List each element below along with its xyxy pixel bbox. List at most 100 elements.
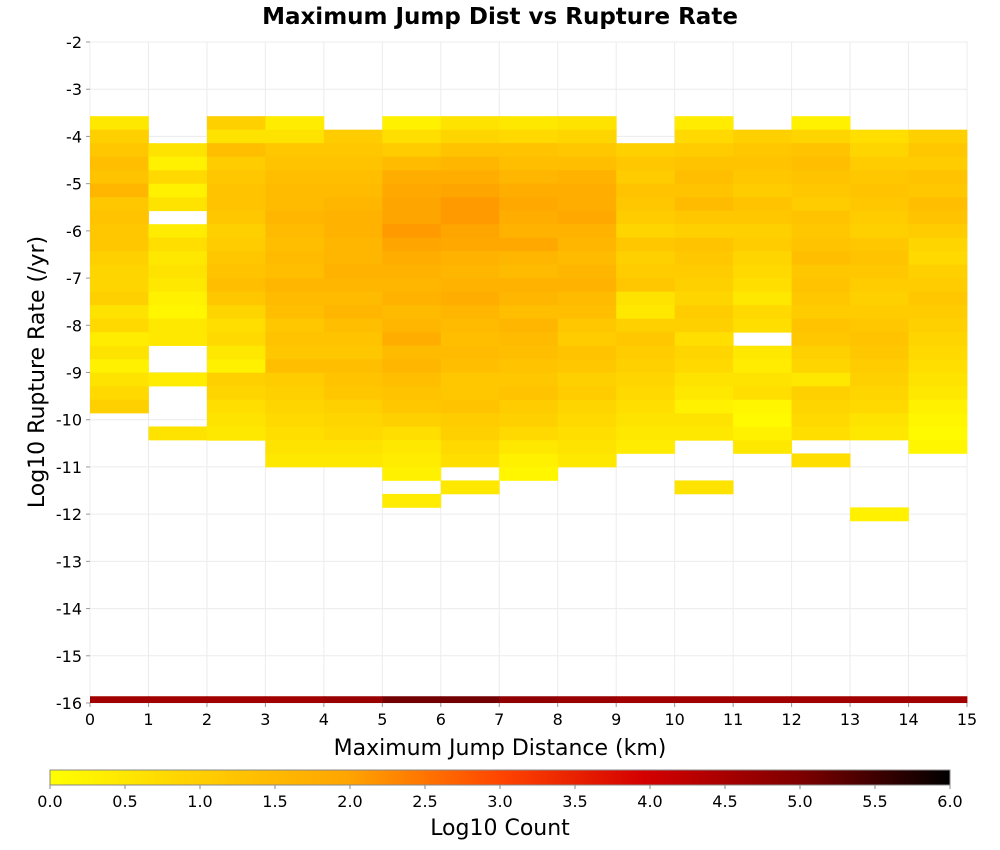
heatmap-cell bbox=[557, 251, 617, 266]
heatmap-cell bbox=[850, 291, 909, 306]
heatmap-cell bbox=[557, 116, 617, 131]
heatmap-cell bbox=[791, 332, 851, 347]
heatmap-cell bbox=[265, 197, 325, 212]
x-tick-label: 7 bbox=[494, 710, 504, 729]
heatmap-cell bbox=[148, 305, 208, 320]
heatmap-cell bbox=[90, 264, 149, 279]
heatmap-cell bbox=[265, 372, 325, 387]
heatmap-cell bbox=[850, 183, 909, 198]
heatmap-cell bbox=[265, 440, 325, 455]
heatmap-cell-bottom bbox=[557, 696, 617, 703]
heatmap-cell-bottom bbox=[791, 696, 851, 703]
heatmap-cell bbox=[382, 170, 442, 185]
heatmap-cell bbox=[733, 251, 792, 266]
heatmap-cell bbox=[616, 237, 676, 252]
heatmap-cell bbox=[499, 251, 559, 266]
heatmap-cell bbox=[382, 332, 442, 347]
heatmap-cell bbox=[265, 453, 325, 468]
heatmap-cell bbox=[557, 399, 617, 414]
heatmap-cell bbox=[908, 251, 968, 266]
heatmap-cell bbox=[499, 183, 559, 198]
heatmap-cell bbox=[557, 413, 617, 428]
heatmap-cell bbox=[90, 237, 149, 252]
heatmap-cell bbox=[499, 305, 559, 320]
heatmap-cell bbox=[791, 116, 851, 131]
y-tick-label: -4 bbox=[66, 127, 82, 146]
heatmap-cell bbox=[148, 143, 208, 158]
heatmap-cell bbox=[908, 318, 968, 333]
heatmap-cell bbox=[323, 210, 383, 225]
heatmap-cell bbox=[206, 305, 266, 320]
heatmap-cell-bottom bbox=[206, 696, 266, 703]
heatmap-cell bbox=[616, 372, 676, 387]
heatmap-cell bbox=[382, 291, 442, 306]
heatmap-cell bbox=[382, 129, 442, 144]
heatmap-cell bbox=[733, 197, 792, 212]
heatmap-cell bbox=[616, 197, 676, 212]
heatmap-cell bbox=[382, 156, 442, 171]
colorbar-tick-label: 0.0 bbox=[37, 792, 62, 811]
heatmap-cell bbox=[206, 386, 266, 401]
heatmap-cell bbox=[791, 413, 851, 428]
heatmap-cell bbox=[674, 170, 734, 185]
heatmap-cell bbox=[499, 345, 559, 360]
heatmap-cell bbox=[616, 359, 676, 374]
heatmap-cell bbox=[323, 426, 383, 441]
heatmap-cell bbox=[557, 278, 617, 293]
heatmap-cell bbox=[440, 345, 500, 360]
heatmap-cell bbox=[850, 318, 909, 333]
heatmap-cell bbox=[499, 291, 559, 306]
heatmap-cell bbox=[908, 399, 968, 414]
heatmap-cell bbox=[323, 413, 383, 428]
heatmap-cell bbox=[90, 183, 149, 198]
heatmap-cell bbox=[674, 386, 734, 401]
heatmap-cell bbox=[90, 399, 149, 414]
heatmap-cell bbox=[323, 372, 383, 387]
heatmap-cell bbox=[908, 237, 968, 252]
heatmap-cell bbox=[206, 345, 266, 360]
heatmap-cell bbox=[440, 170, 500, 185]
heatmap-cell bbox=[148, 183, 208, 198]
heatmap-cell bbox=[265, 129, 325, 144]
heatmap-cell bbox=[674, 143, 734, 158]
heatmap-cell bbox=[557, 426, 617, 441]
heatmap-cell bbox=[90, 224, 149, 239]
heatmap-cell bbox=[265, 345, 325, 360]
y-tick-label: -9 bbox=[66, 364, 82, 383]
y-tick-label: -15 bbox=[56, 647, 82, 666]
heatmap-cell bbox=[323, 129, 383, 144]
heatmap-cell bbox=[850, 399, 909, 414]
heatmap-cell bbox=[557, 440, 617, 455]
heatmap-cell bbox=[674, 318, 734, 333]
colorbar-tick-label: 1.0 bbox=[187, 792, 212, 811]
heatmap-cell-bottom bbox=[908, 696, 968, 703]
heatmap-cell bbox=[791, 318, 851, 333]
x-tick-label: 3 bbox=[260, 710, 270, 729]
heatmap-cell bbox=[616, 210, 676, 225]
heatmap-cell bbox=[323, 278, 383, 293]
heatmap-cell bbox=[440, 426, 500, 441]
heatmap-cell bbox=[850, 332, 909, 347]
heatmap-cell bbox=[148, 224, 208, 239]
heatmap-cell bbox=[733, 359, 792, 374]
heatmap-cell-bottom bbox=[90, 696, 149, 703]
colorbar-tick-label: 0.5 bbox=[112, 792, 137, 811]
x-tick-label: 1 bbox=[143, 710, 153, 729]
heatmap-cell bbox=[90, 305, 149, 320]
heatmap-cell bbox=[908, 224, 968, 239]
colorbar-tick-label: 4.0 bbox=[637, 792, 662, 811]
heatmap-cell bbox=[90, 345, 149, 360]
heatmap-cell bbox=[674, 251, 734, 266]
heatmap-cell bbox=[733, 305, 792, 320]
heatmap-cell bbox=[733, 399, 792, 414]
heatmap-cell bbox=[733, 413, 792, 428]
heatmap-cell bbox=[265, 116, 325, 131]
heatmap-cell bbox=[499, 453, 559, 468]
heatmap-cell bbox=[265, 156, 325, 171]
heatmap-cell bbox=[616, 156, 676, 171]
x-tick-label: 10 bbox=[664, 710, 684, 729]
heatmap-cell bbox=[382, 359, 442, 374]
heatmap-cell bbox=[148, 372, 208, 387]
heatmap-cell bbox=[382, 493, 442, 508]
